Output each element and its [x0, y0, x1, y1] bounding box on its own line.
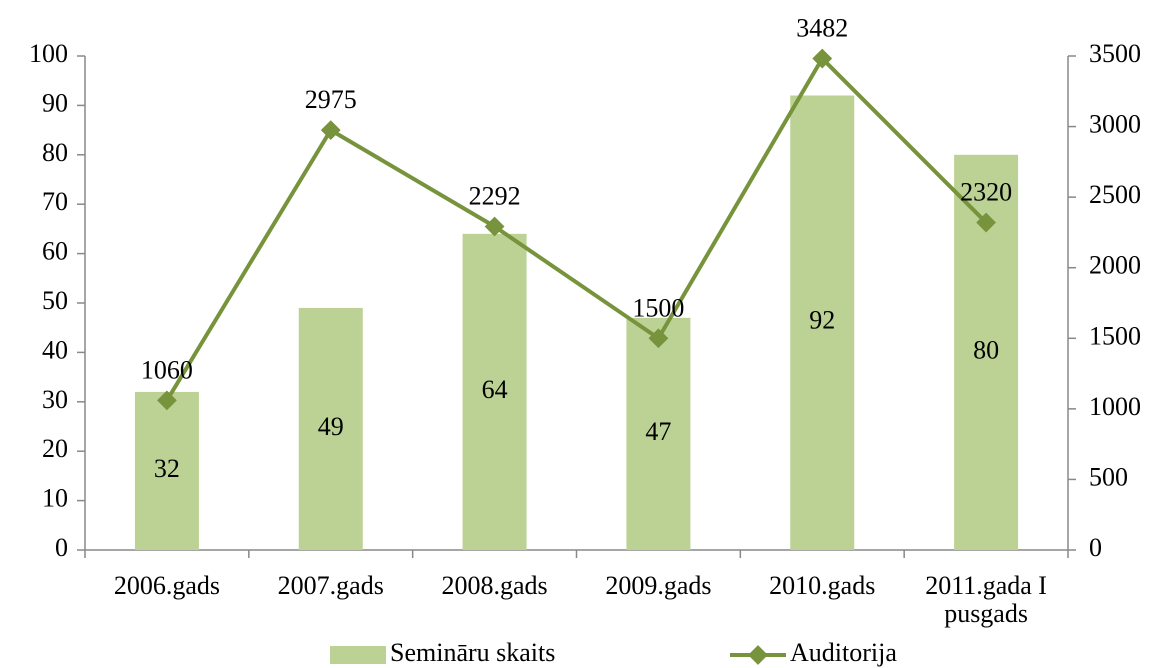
y2-tick-label: 1000 — [1089, 392, 1141, 421]
x-tick-label: 2010.gads — [769, 571, 876, 600]
legend-label: Auditorija — [790, 638, 897, 667]
x-tick-label: 2009.gads — [605, 571, 712, 600]
y-tick-label: 100 — [29, 39, 68, 68]
y2-tick-label: 1500 — [1089, 321, 1141, 350]
y-tick-label: 30 — [42, 385, 68, 414]
line-value-label: 1060 — [141, 355, 193, 384]
y-tick-label: 20 — [42, 434, 68, 463]
legend-swatch — [330, 646, 386, 664]
x-tick-label: 2007.gads — [277, 571, 384, 600]
line — [165, 55, 988, 402]
x-tick-label: 2006.gads — [113, 571, 220, 600]
x-tick-label: 2011.gada I pusgads — [925, 571, 1047, 628]
bar-value-label: 80 — [973, 335, 999, 364]
bar-value-label: 32 — [154, 454, 180, 483]
bar-value-label: 49 — [318, 412, 344, 441]
line-marker — [484, 216, 505, 237]
bar — [462, 233, 527, 550]
bar-value-label: 47 — [645, 417, 671, 446]
bar — [134, 391, 199, 550]
y2-tick-label: 3500 — [1089, 39, 1141, 68]
y-tick-label: 80 — [42, 138, 68, 167]
legend-label: Semināru skaits — [390, 638, 555, 667]
x-tick-label: 2008.gads — [441, 571, 548, 600]
bar — [298, 307, 363, 550]
y-tick-label: 40 — [42, 335, 68, 364]
line-marker — [648, 328, 669, 349]
bar — [626, 317, 691, 550]
line-value-label: 1500 — [632, 293, 684, 322]
y2-tick-label: 500 — [1089, 462, 1128, 491]
line-value-label: 2320 — [960, 178, 1012, 207]
legend-swatch — [748, 645, 768, 665]
line-marker — [157, 390, 177, 411]
y-tick-label: 10 — [42, 484, 68, 513]
line-value-label: 3482 — [796, 14, 848, 43]
line-value-label: 2292 — [469, 181, 521, 210]
y2-tick-label: 2000 — [1089, 251, 1141, 280]
bar-value-label: 64 — [482, 375, 508, 404]
y-tick-label: 60 — [42, 237, 68, 266]
y-tick-label: 90 — [42, 88, 68, 117]
y-tick-label: 0 — [55, 533, 68, 562]
y-tick-label: 70 — [42, 187, 68, 216]
bar-value-label: 92 — [809, 306, 835, 335]
y2-tick-label: 3000 — [1089, 110, 1141, 139]
y2-tick-label: 2500 — [1089, 180, 1141, 209]
line-value-label: 2975 — [305, 85, 357, 114]
y-tick-label: 50 — [42, 286, 68, 315]
y2-tick-label: 0 — [1089, 533, 1102, 562]
line-marker — [320, 120, 341, 140]
bar — [790, 95, 855, 551]
